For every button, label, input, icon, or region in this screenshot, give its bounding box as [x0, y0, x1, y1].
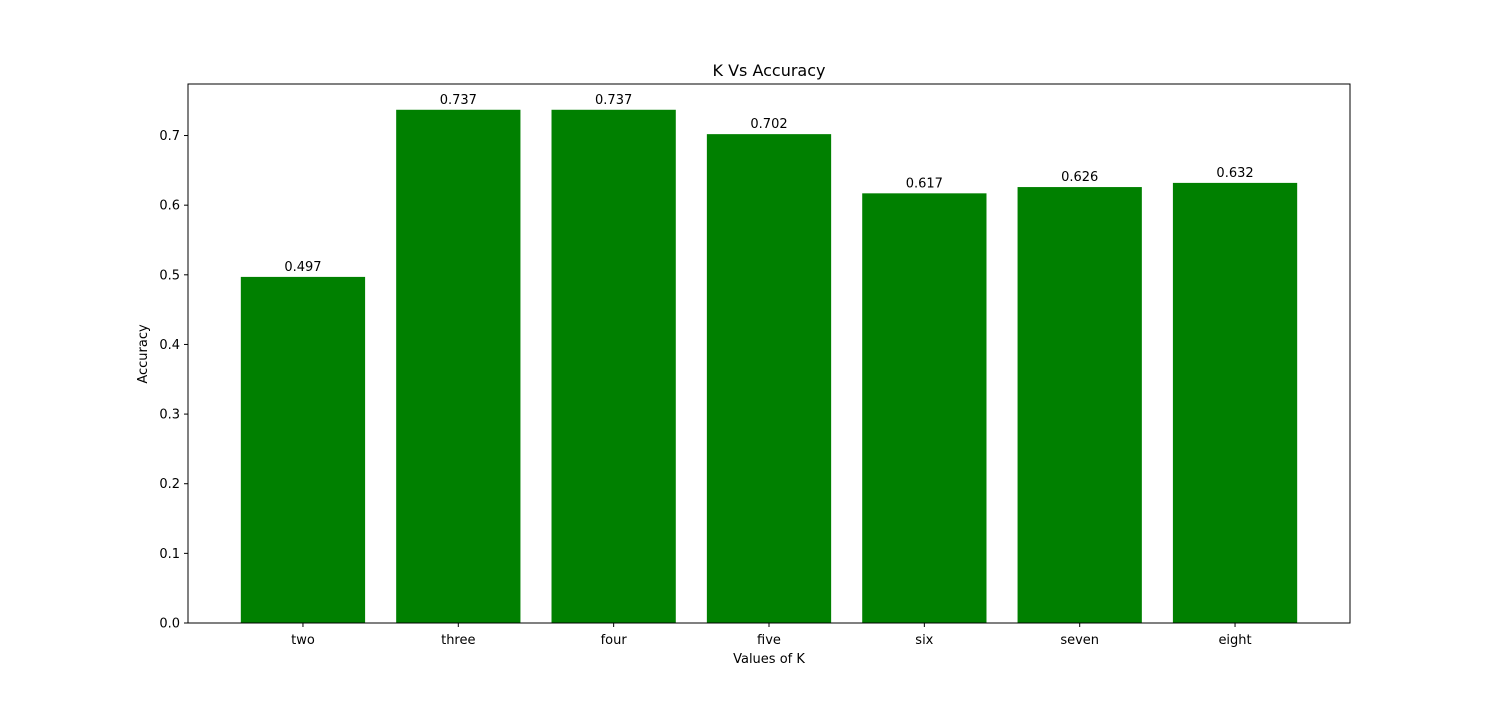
- value-label-three: 0.737: [440, 93, 477, 108]
- y-tick-label: 0.5: [159, 268, 180, 283]
- x-tick-label-three: three: [441, 633, 475, 648]
- y-tick-label: 0.3: [159, 408, 180, 423]
- y-tick-label: 0.2: [159, 477, 180, 492]
- x-tick-label-four: four: [601, 633, 628, 648]
- bar-six: [862, 193, 987, 623]
- bar-three: [396, 109, 521, 623]
- y-tick-label: 0.4: [159, 338, 180, 353]
- x-tick-label-five: five: [757, 633, 781, 648]
- plot-frame: [187, 83, 1351, 624]
- x-tick-label-seven: seven: [1060, 633, 1099, 648]
- x-axis-label: Values of K: [733, 652, 805, 667]
- bar-eight: [1172, 182, 1298, 623]
- value-label-five: 0.702: [750, 117, 787, 132]
- value-label-eight: 0.632: [1216, 166, 1253, 181]
- value-label-four: 0.737: [595, 93, 632, 108]
- x-tick-label-six: six: [915, 633, 933, 648]
- y-axis: 0.0 0.1 0.2 0.3 0.4 0.5 0.6 0.7: [159, 129, 188, 632]
- y-axis-label: Accuracy: [136, 324, 151, 384]
- y-tick-label: 0.7: [159, 129, 180, 144]
- x-axis: two three four five six seven eight: [291, 623, 1252, 648]
- x-tick-label-eight: eight: [1218, 633, 1251, 648]
- bars-group: [240, 109, 1298, 623]
- bar-two: [240, 276, 366, 623]
- bar-five: [706, 134, 832, 623]
- value-label-six: 0.617: [906, 176, 943, 191]
- chart-title: K Vs Accuracy: [713, 61, 826, 80]
- y-tick-label: 0.1: [159, 547, 180, 562]
- value-label-seven: 0.626: [1061, 170, 1098, 185]
- y-tick-label: 0.0: [159, 617, 180, 632]
- bar-seven: [1017, 187, 1142, 623]
- bar-four: [551, 109, 676, 623]
- value-label-two: 0.497: [284, 260, 321, 275]
- y-tick-label: 0.6: [159, 199, 180, 214]
- value-labels-group: 0.497 0.737 0.737 0.702 0.617 0.626 0.632: [284, 93, 1253, 275]
- x-tick-label-two: two: [291, 633, 315, 648]
